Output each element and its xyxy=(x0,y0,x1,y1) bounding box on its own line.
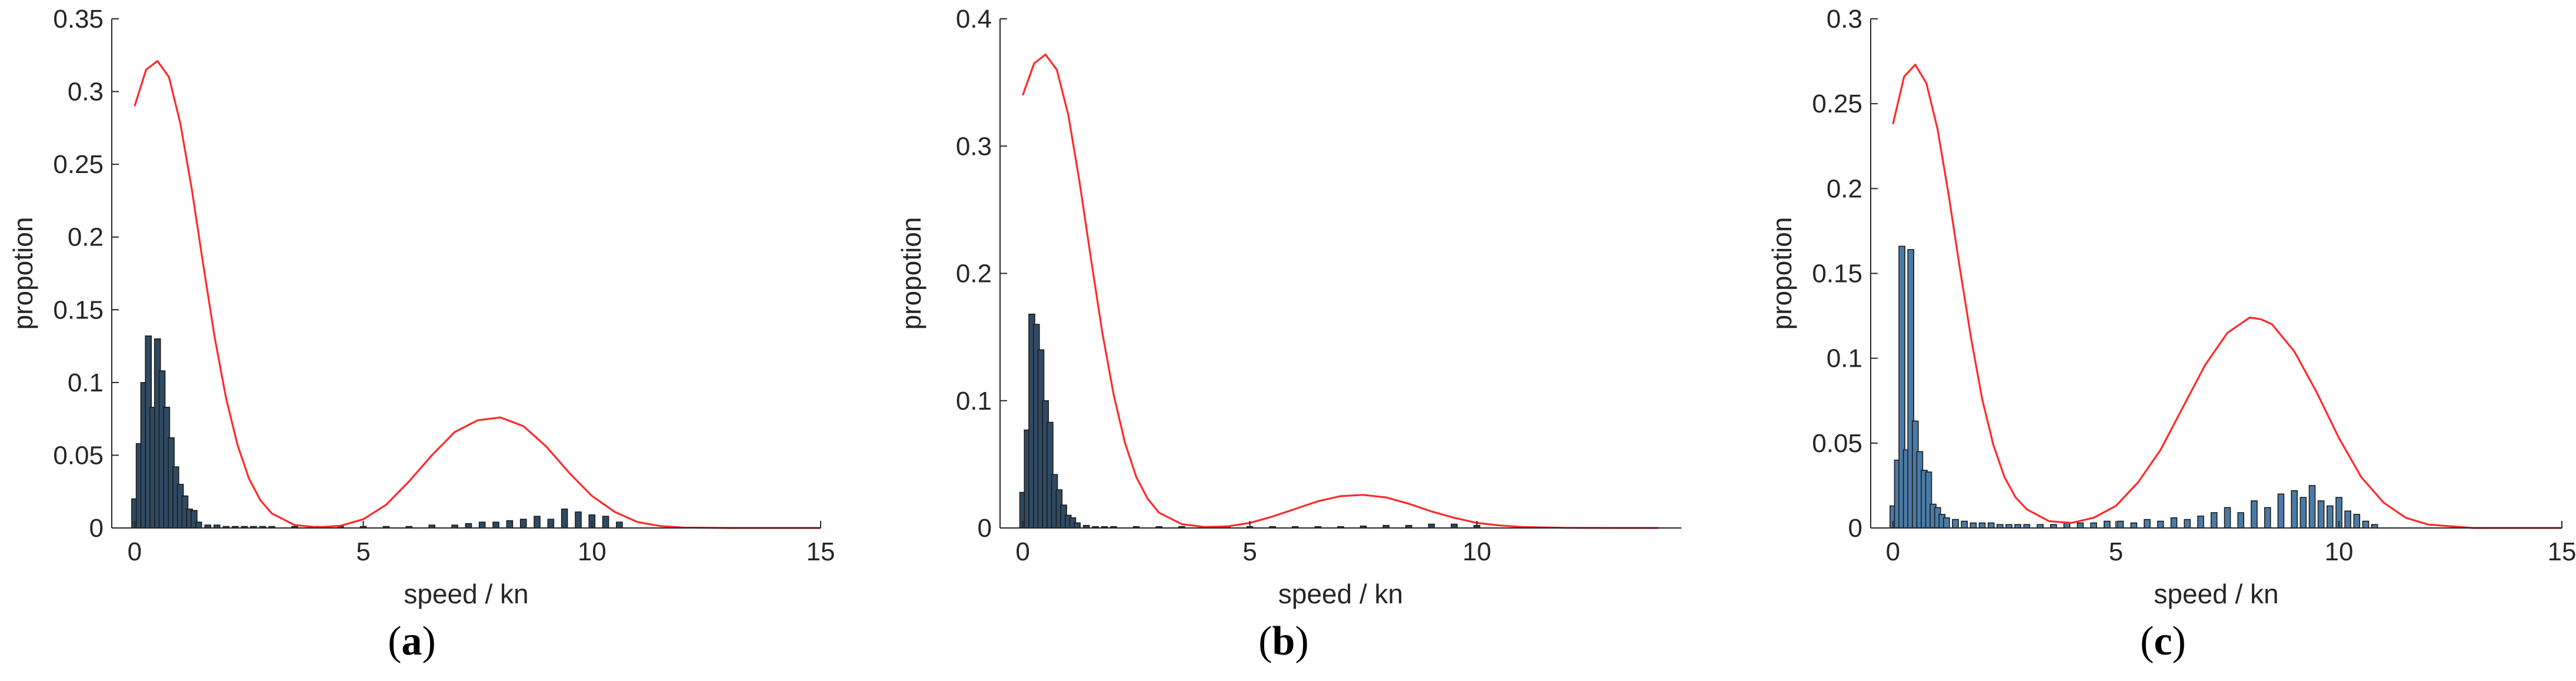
bar xyxy=(506,520,514,529)
bar xyxy=(1961,520,1968,529)
y-tick-label: 0.1 xyxy=(68,368,104,397)
bar xyxy=(2362,520,2370,529)
bar xyxy=(2184,519,2191,529)
x-axis-label: speed / kn xyxy=(1278,579,1403,609)
bar xyxy=(1952,519,1959,529)
y-tick-label: 0.15 xyxy=(53,295,104,324)
y-tick-label: 0.15 xyxy=(1812,260,1862,288)
bar xyxy=(547,519,555,529)
y-tick-label: 0.2 xyxy=(68,223,104,252)
bar xyxy=(2344,510,2351,529)
y-axis-label: propotion xyxy=(8,217,38,330)
bar xyxy=(465,523,472,529)
bar xyxy=(1074,522,1081,529)
bar xyxy=(561,509,568,529)
chart-panel-a: 0 0.05 0.1 0.15 0.2 0.25 0.3 0.35 0 5 10 15 speed / … xyxy=(8,5,835,664)
fit-curve xyxy=(1892,64,2562,529)
x-axis-label: speed / kn xyxy=(2154,579,2278,609)
bar xyxy=(519,519,527,529)
bar xyxy=(1970,522,1977,529)
y-tick-label: 0.25 xyxy=(1812,89,1862,118)
panel-caption: (a) xyxy=(388,619,436,664)
x-tick-label: 10 xyxy=(2324,537,2353,566)
x-tick-label: 5 xyxy=(2109,537,2123,566)
x-tick-label: 0 xyxy=(128,537,142,566)
chart-panel-b: 0 0.1 0.2 0.3 0.4 0 5 10 speed / kn propotion (b) xyxy=(896,5,1681,664)
bar xyxy=(2144,519,2151,529)
bar xyxy=(2210,512,2218,529)
bar xyxy=(2300,497,2307,529)
y-tick-label: 0.1 xyxy=(1827,344,1862,373)
bar xyxy=(2277,493,2285,529)
bar xyxy=(2353,514,2361,529)
bar xyxy=(2117,520,2124,529)
x-tick-label: 15 xyxy=(2548,537,2576,566)
bar xyxy=(2077,522,2084,529)
y-tick-label: 0.05 xyxy=(53,441,104,470)
x-tick-label: 5 xyxy=(1242,537,1257,566)
y-tick-label: 0.2 xyxy=(1827,174,1862,203)
panel-caption: (c) xyxy=(2140,619,2186,664)
fit-curve xyxy=(1022,53,1659,529)
bar xyxy=(195,521,202,529)
y-axis-label: propotion xyxy=(896,217,927,330)
bar xyxy=(2224,507,2231,529)
fit-curve xyxy=(134,60,821,529)
panel-caption: (b) xyxy=(1258,619,1309,664)
bar xyxy=(2251,500,2258,529)
y-tick-label: 0.25 xyxy=(53,150,104,179)
y-axis-label: propotion xyxy=(1767,217,1797,330)
y-tick-label: 0.1 xyxy=(956,387,992,416)
bar xyxy=(478,521,486,529)
bar xyxy=(602,516,609,529)
bar xyxy=(1943,517,1950,529)
bar xyxy=(2317,500,2325,529)
y-tick-label: 0.3 xyxy=(68,78,104,107)
x-tick-label: 5 xyxy=(356,537,370,566)
y-tick-label: 0.2 xyxy=(956,260,992,288)
bar xyxy=(2327,505,2334,529)
y-tick-label: 0 xyxy=(89,514,104,543)
x-axis-label: speed / kn xyxy=(404,579,528,609)
bar xyxy=(1978,522,1986,529)
y-tick-label: 0.05 xyxy=(1812,429,1862,458)
y-tick-label: 0.3 xyxy=(956,132,992,161)
y-tick-label: 0 xyxy=(978,514,992,543)
x-tick-label: 10 xyxy=(578,537,606,566)
y-tick-label: 0.3 xyxy=(1827,5,1862,34)
bar xyxy=(2197,515,2204,529)
x-tick-label: 10 xyxy=(1462,537,1491,566)
bar xyxy=(2090,522,2097,529)
bar xyxy=(2291,490,2298,529)
x-tick-label: 0 xyxy=(1015,537,1029,566)
x-tick-label: 0 xyxy=(1886,537,1900,566)
y-tick-label: 0 xyxy=(1848,514,1862,543)
bar xyxy=(2170,517,2178,529)
bar xyxy=(2308,485,2316,529)
y-tick-label: 0.4 xyxy=(956,5,992,34)
bar xyxy=(2237,512,2244,529)
y-tick-label: 0.35 xyxy=(53,5,104,34)
bar xyxy=(1987,522,1995,529)
bar xyxy=(616,521,623,529)
bar xyxy=(534,516,541,529)
bar xyxy=(2157,520,2164,529)
bar xyxy=(2130,522,2138,529)
bar xyxy=(575,511,582,529)
bar xyxy=(2104,520,2111,529)
chart-panel-c: 0 0.05 0.1 0.15 0.2 0.25 0.3 0 5 10 15 speed / kn pr… xyxy=(1767,5,2576,664)
bar xyxy=(2264,507,2271,529)
bar xyxy=(492,521,499,529)
x-tick-label: 15 xyxy=(807,537,835,566)
